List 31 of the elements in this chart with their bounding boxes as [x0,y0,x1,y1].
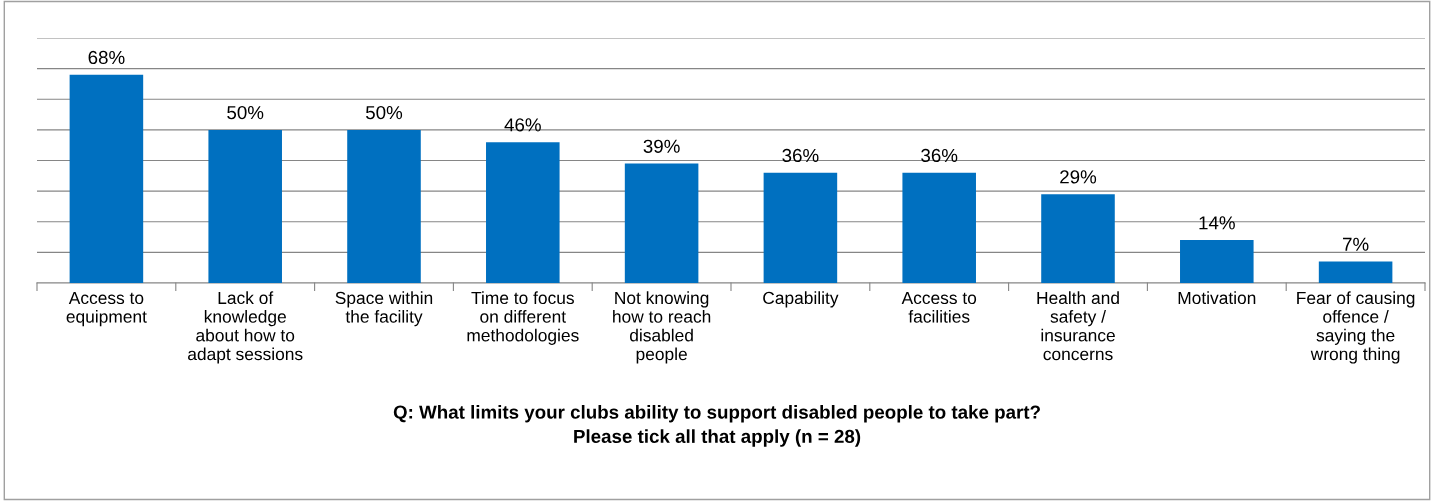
data-label: 50% [227,105,264,120]
x-tick-label: Space within the facility [335,291,433,327]
x-tick-label: Capability [763,291,839,308]
bar [902,172,976,283]
data-label: 68% [88,50,125,65]
x-tick-label: Not knowing how to reach disabled people [613,291,711,364]
bar [624,163,699,283]
bar [208,129,282,283]
data-label: 36% [782,148,819,163]
data-label: 36% [921,148,958,163]
text: Q: What limits your clubs ability to support disabled people to take part? Please tick all that apply (n = 28) [393,405,1040,447]
bar [763,172,838,283]
x-tick-label: Health and safety / insurance concerns [1037,291,1119,361]
x-tick-label: Lack of knowledge about how to adapt sessions [188,291,303,364]
x-tick-label: Motivation [1178,291,1256,305]
bar [69,74,144,283]
x-tick-label: Access to facilities [901,291,977,323]
data-label: 29% [1060,170,1097,184]
data-label: 39% [643,139,680,153]
bar [1318,261,1393,283]
x-tick-label: Access to equipment [66,291,147,327]
data-label: 7% [1343,237,1369,251]
data-label: 46% [504,118,541,132]
data-label: 14% [1199,216,1235,230]
bar [1041,194,1115,283]
x-tick-label: Fear of causing offence / saying the wrong thing [1297,291,1415,364]
data-label: 50% [365,105,403,120]
bar [347,129,421,283]
x-tick-label: Time to focus on different methodologies [467,291,579,345]
bar [486,142,560,283]
bar [1180,240,1254,283]
